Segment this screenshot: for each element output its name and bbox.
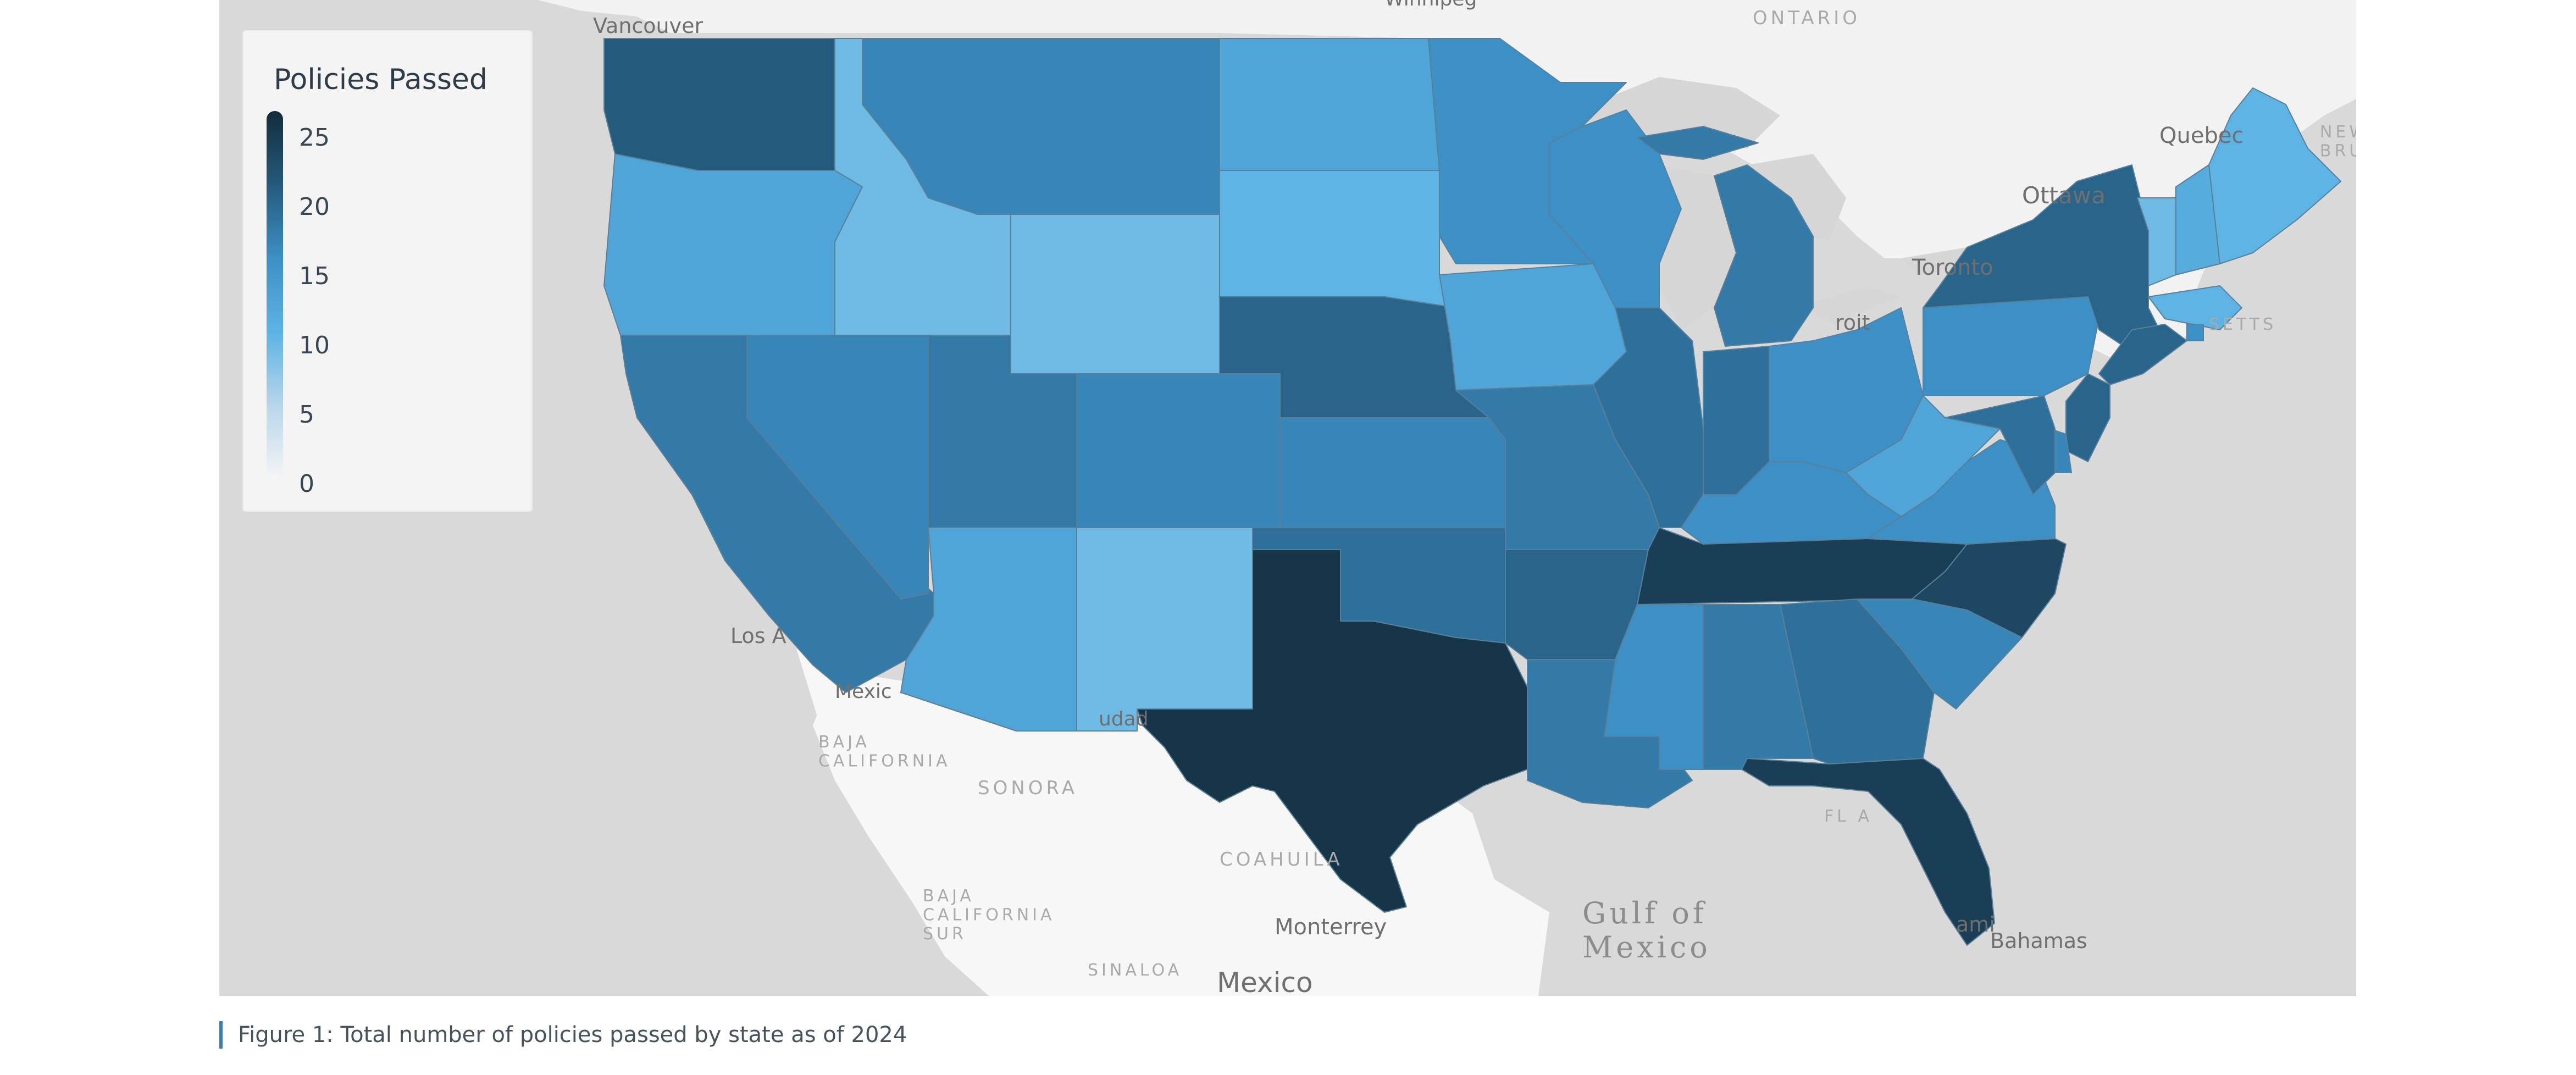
state-west-virginia[interactable] <box>1846 395 2001 517</box>
label-ontario: ONTARIO <box>1753 7 1860 29</box>
label-sinaloa: SINALOA <box>1088 961 1182 980</box>
label-mexicali: Mexic <box>835 680 892 703</box>
label-monterrey: Monterrey <box>1275 915 1387 940</box>
label-ottawa: Ottawa <box>2022 182 2106 209</box>
label-bahamas: Bahamas <box>1990 929 2087 953</box>
legend-color-scale <box>267 111 283 480</box>
legend-tick-20: 20 <box>299 193 330 221</box>
state-massachusetts[interactable] <box>2148 285 2242 330</box>
label-mexico: Mexico <box>1217 967 1313 996</box>
label-baja-california-sur: BAJA CALIFORNIA SUR <box>923 886 1055 944</box>
label-massachusetts: SETTS <box>2209 315 2276 334</box>
label-toronto: Toronto <box>1912 255 1993 280</box>
state-polygons <box>603 38 2341 946</box>
legend: Policies Passed 25 20 15 10 5 0 <box>242 30 533 512</box>
state-new-jersey[interactable] <box>2065 373 2110 462</box>
state-oregon[interactable] <box>603 153 863 336</box>
legend-tick-10: 10 <box>299 331 330 359</box>
label-florida: FL A <box>1824 807 1873 826</box>
state-new-york[interactable] <box>1923 164 2165 352</box>
state-pennsylvania[interactable] <box>1923 296 2099 396</box>
state-new-mexico[interactable] <box>1076 527 1253 732</box>
state-south-dakota[interactable] <box>1219 170 1456 308</box>
legend-tick-5: 5 <box>299 401 314 429</box>
legend-tick-15: 15 <box>299 262 330 290</box>
figure-caption: Figure 1: Total number of policies passe… <box>219 1021 907 1049</box>
label-vancouver: Vancouver <box>593 14 703 38</box>
state-kansas[interactable] <box>1279 417 1506 528</box>
state-washington[interactable] <box>603 38 835 171</box>
label-detroit: roit <box>1835 311 1870 335</box>
state-illinois[interactable] <box>1593 307 1704 528</box>
label-ciudad-juarez: udad <box>1099 708 1149 730</box>
label-quebec: Quebec <box>2159 123 2243 148</box>
place-labels: Vancouver Winnipeg ONTARIO Quebec Ottawa… <box>593 0 2356 996</box>
state-vermont[interactable] <box>2137 197 2176 286</box>
state-michigan[interactable] <box>1637 126 1814 347</box>
label-baja-california: BAJA CALIFORNIA <box>818 733 951 771</box>
legend-tick-25: 25 <box>299 124 330 152</box>
map[interactable]: Vancouver Winnipeg ONTARIO Quebec Ottawa… <box>219 0 2356 996</box>
state-iowa[interactable] <box>1439 263 1627 391</box>
label-miami: ami <box>1956 912 1995 937</box>
label-coahuila: COAHUILA <box>1220 849 1343 871</box>
state-maine[interactable] <box>2208 87 2341 264</box>
state-colorado[interactable] <box>1076 373 1281 528</box>
state-florida[interactable] <box>1741 758 1995 946</box>
state-connecticut[interactable] <box>2098 324 2187 385</box>
state-rhode-island[interactable] <box>2186 324 2204 341</box>
choropleth-map[interactable]: Vancouver Winnipeg ONTARIO Quebec Ottawa… <box>219 0 2356 996</box>
label-new-brunswick: NEWBRUNSW <box>2320 123 2356 161</box>
label-sonora: SONORA <box>978 777 1078 799</box>
label-los-angeles: Los A <box>730 624 786 648</box>
legend-title: Policies Passed <box>274 63 487 96</box>
label-winnipeg: Winnipeg <box>1384 0 1477 10</box>
state-wyoming[interactable] <box>1010 214 1220 374</box>
state-north-dakota[interactable] <box>1219 38 1440 171</box>
label-gulf-of-mexico: Gulf of Mexico <box>1582 896 1711 965</box>
state-texas[interactable] <box>1137 549 1528 913</box>
state-maryland[interactable] <box>1945 395 2056 495</box>
legend-tick-0: 0 <box>299 470 314 498</box>
state-wisconsin[interactable] <box>1549 109 1682 308</box>
